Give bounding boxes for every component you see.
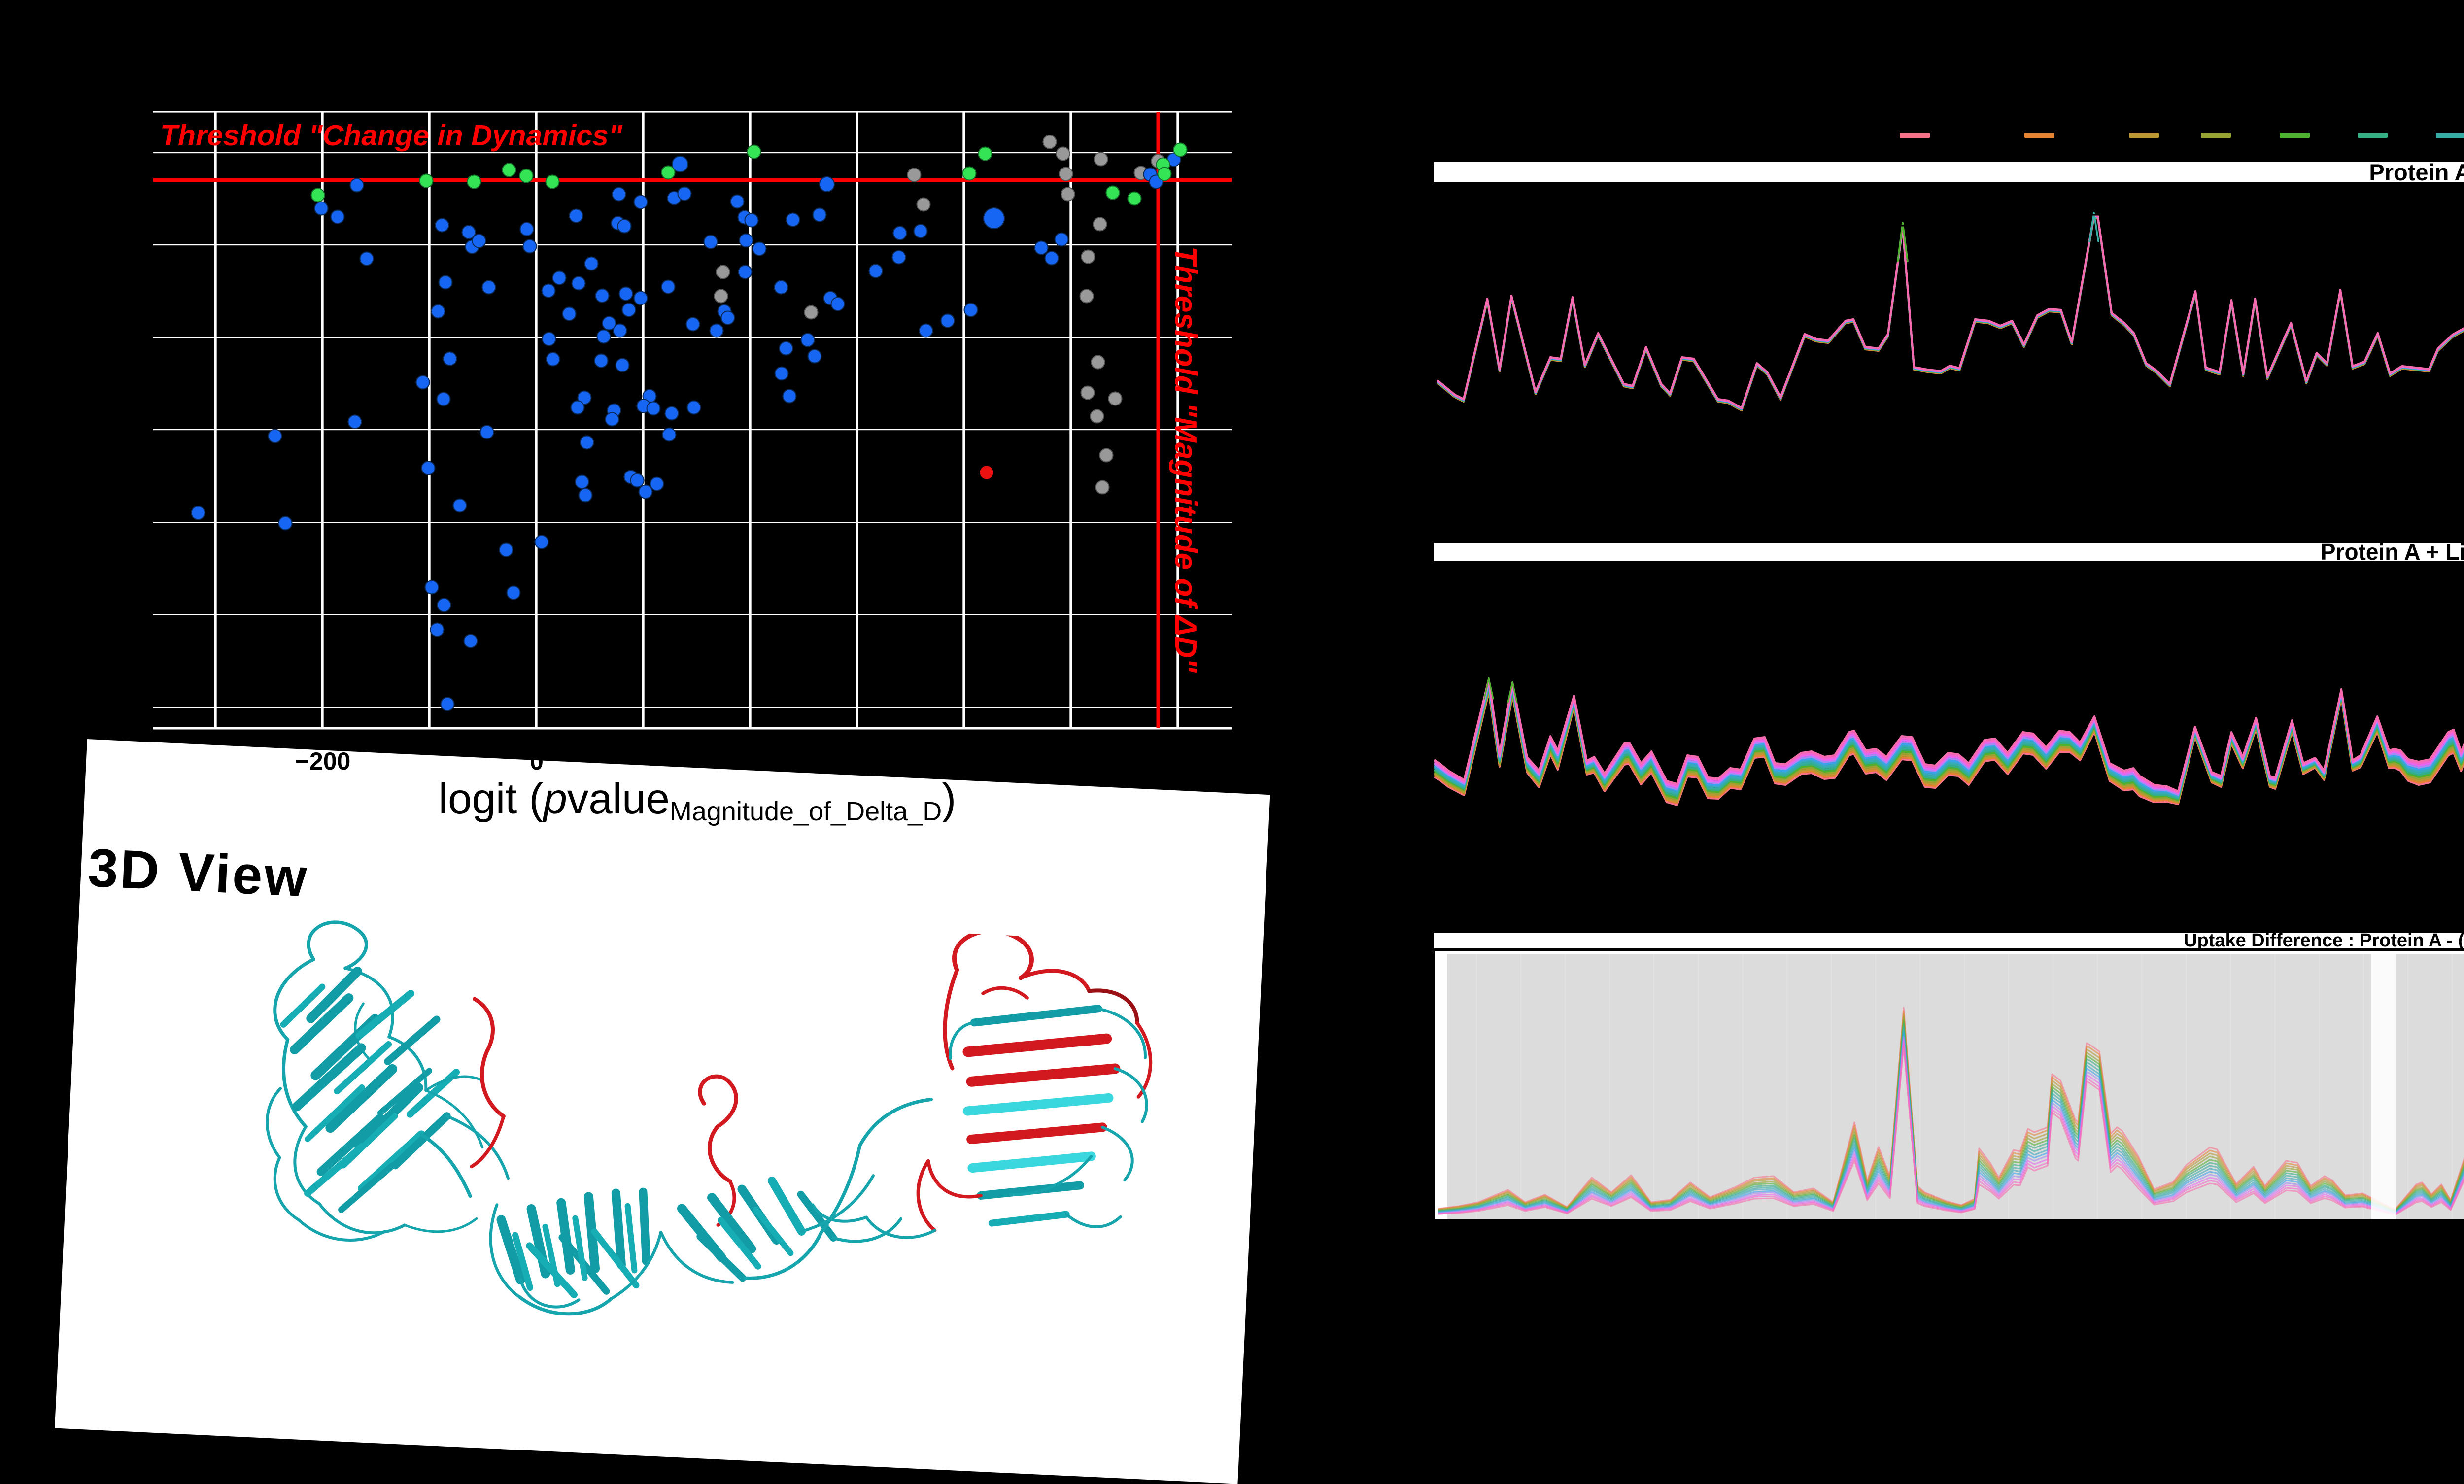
svg-text:Protein A + Ligand: Protein A + Ligand xyxy=(2321,539,2464,565)
svg-text:Protein A: Protein A xyxy=(2369,159,2464,185)
svg-text:Threshold "Change in Dynamics": Threshold "Change in Dynamics" xyxy=(160,119,623,152)
svg-text:Uptake Difference : Protein A: Uptake Difference : Protein A - (Protein… xyxy=(2184,930,2464,951)
svg-text:Threshold "Magnitude of ΔD": Threshold "Magnitude of ΔD" xyxy=(1168,246,1202,674)
